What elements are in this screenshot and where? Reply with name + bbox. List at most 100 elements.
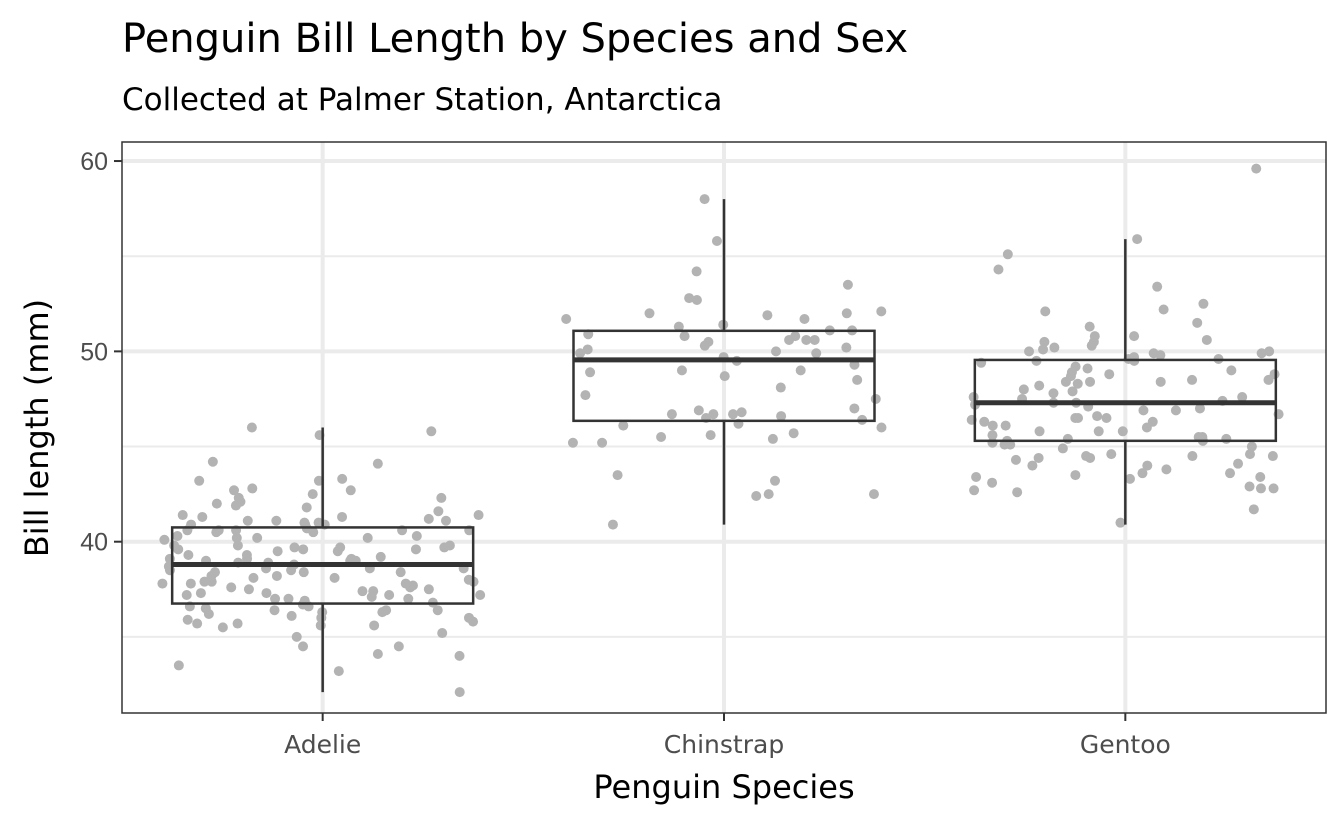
data-point <box>1104 369 1115 380</box>
data-point <box>182 614 193 625</box>
data-point <box>762 310 773 321</box>
data-point <box>1066 367 1077 378</box>
data-point <box>246 422 257 433</box>
data-point <box>209 567 220 578</box>
data-point <box>1000 420 1011 431</box>
data-point <box>1092 411 1103 422</box>
data-point <box>987 477 998 488</box>
data-point <box>1198 298 1209 309</box>
data-point <box>375 551 386 562</box>
data-point <box>400 578 411 589</box>
data-point <box>384 589 395 600</box>
data-point <box>1034 426 1045 437</box>
data-point <box>1129 331 1140 342</box>
data-point <box>993 264 1004 275</box>
data-point <box>247 483 258 494</box>
boxplots <box>170 199 1278 693</box>
data-point <box>1225 468 1236 479</box>
data-point <box>289 542 300 553</box>
data-point <box>1233 458 1244 469</box>
data-point <box>1201 334 1212 345</box>
data-point <box>345 485 356 496</box>
data-point <box>1264 346 1275 357</box>
data-point <box>298 544 309 555</box>
data-point <box>775 382 786 393</box>
boxplot-chinstrap <box>572 199 876 525</box>
data-point <box>286 565 297 576</box>
data-point <box>1194 403 1205 414</box>
data-point <box>770 475 781 486</box>
x-tick-label: Adelie <box>284 730 361 759</box>
data-point <box>1255 483 1266 494</box>
data-point <box>1158 304 1169 315</box>
data-point <box>1081 451 1092 462</box>
data-point <box>1115 517 1126 528</box>
data-point <box>410 544 421 555</box>
data-point <box>229 485 240 496</box>
data-point <box>1024 346 1035 357</box>
data-point <box>607 519 618 530</box>
data-point <box>870 393 881 404</box>
data-point <box>771 346 782 357</box>
data-point <box>372 458 383 469</box>
data-point <box>252 532 263 543</box>
data-point <box>1093 426 1104 437</box>
data-point <box>1155 376 1166 387</box>
data-point <box>194 475 205 486</box>
data-point <box>1018 384 1029 395</box>
data-point <box>1138 405 1149 416</box>
data-point <box>776 411 787 422</box>
data-point <box>172 530 183 541</box>
data-point <box>1124 473 1135 484</box>
data-point <box>307 489 318 500</box>
data-point <box>1192 317 1203 328</box>
data-point <box>868 489 879 500</box>
data-point <box>852 374 863 385</box>
data-point <box>585 367 596 378</box>
data-point <box>206 576 217 587</box>
data-point <box>1137 468 1148 479</box>
data-point <box>801 334 812 345</box>
data-point <box>849 403 860 414</box>
data-point <box>1152 281 1163 292</box>
x-tick-label: Gentoo <box>1080 730 1171 759</box>
data-point <box>1187 374 1198 385</box>
data-point <box>444 540 455 551</box>
data-point <box>788 428 799 439</box>
data-point <box>411 530 422 541</box>
chart-title: Penguin Bill Length by Species and Sex <box>122 16 908 62</box>
data-point <box>337 473 348 484</box>
data-point <box>1040 306 1051 317</box>
data-point <box>1012 487 1023 498</box>
data-point <box>1085 376 1096 387</box>
data-point <box>173 660 184 671</box>
data-point <box>618 420 629 431</box>
data-point <box>271 515 282 526</box>
data-point <box>231 532 242 543</box>
data-point <box>335 542 346 553</box>
data-point <box>1089 331 1100 342</box>
data-point <box>719 371 730 382</box>
data-point <box>1084 321 1095 332</box>
data-point <box>195 588 206 599</box>
data-point <box>242 515 253 526</box>
data-point <box>362 532 373 543</box>
data-point <box>1269 369 1280 380</box>
data-point <box>767 433 778 444</box>
data-point <box>567 437 578 448</box>
data-point <box>1226 365 1237 376</box>
data-point <box>790 331 801 342</box>
data-point <box>799 314 810 325</box>
data-point <box>437 628 448 639</box>
data-point <box>211 527 222 538</box>
data-point <box>705 430 716 441</box>
data-point <box>1170 405 1181 416</box>
data-point <box>987 420 998 431</box>
data-point <box>217 622 228 633</box>
data-point <box>644 308 655 319</box>
data-point <box>197 511 208 522</box>
data-point <box>183 550 194 561</box>
data-point <box>1132 234 1143 245</box>
data-point <box>1161 464 1172 475</box>
